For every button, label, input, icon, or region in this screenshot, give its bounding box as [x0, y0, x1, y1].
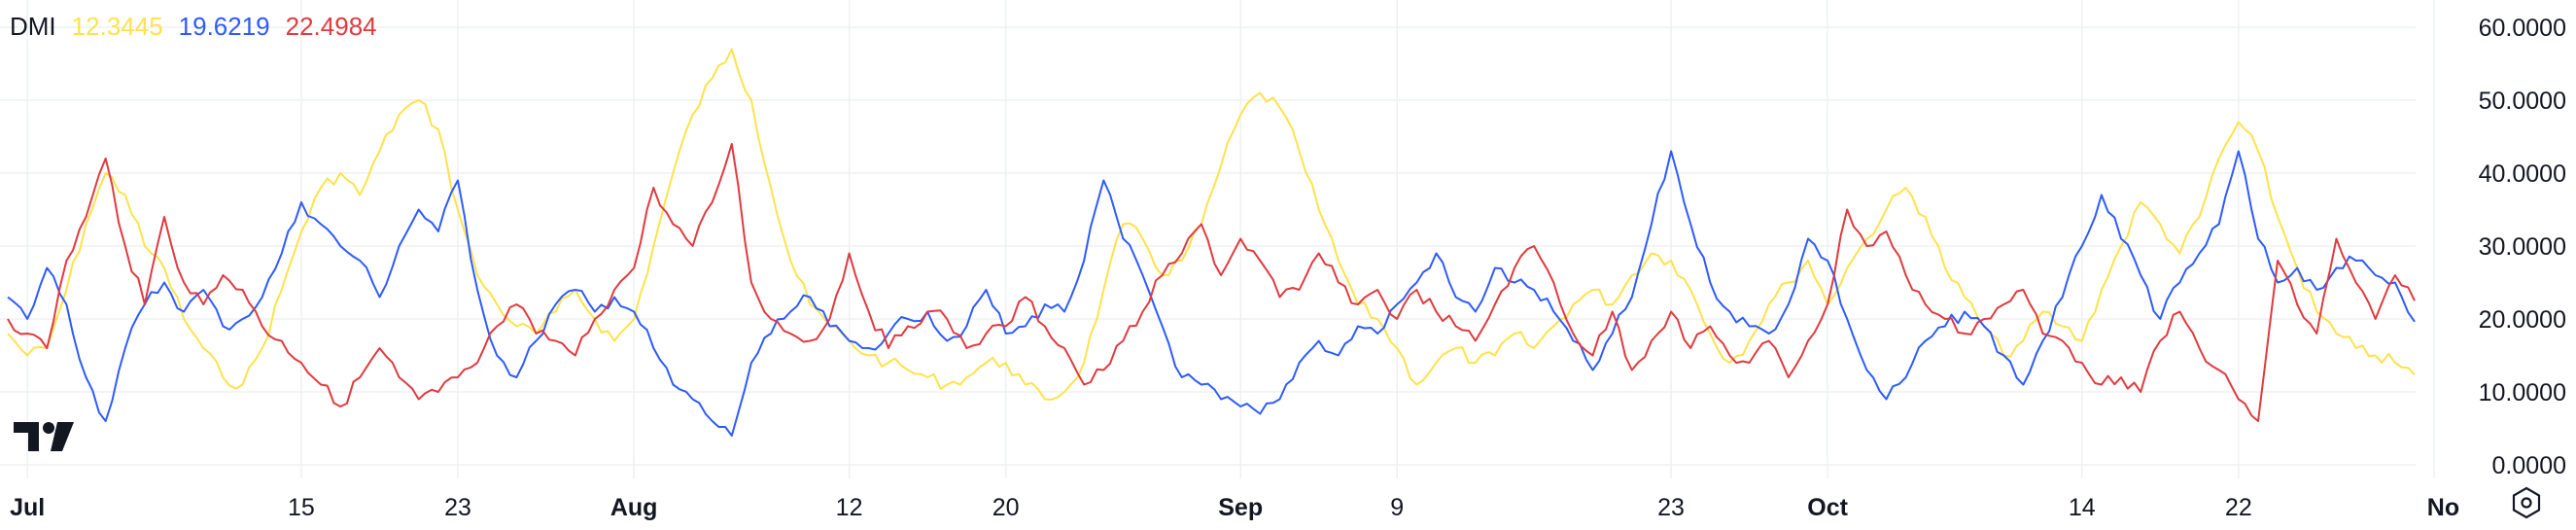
y-tick-label: 50.0000 — [2479, 88, 2566, 115]
x-tick-label: 22 — [2225, 494, 2252, 521]
series-line-red — [7, 143, 2416, 422]
price-axis[interactable]: 0.0000 10.0000 20.0000 30.0000 40.0000 50.000… — [2479, 15, 2566, 479]
time-axis[interactable]: Jul 15 23 Aug 12 20 Sep 9 23 Oct 14 22 No — [10, 494, 2459, 521]
x-tick-label: 23 — [1657, 494, 1685, 521]
settings-hexagon-icon[interactable] — [2510, 486, 2543, 519]
indicator-name: DMI — [10, 12, 56, 41]
x-tick-label: 23 — [444, 494, 471, 521]
x-tick-label: Aug — [610, 494, 658, 521]
y-tick-label: 20.0000 — [2479, 306, 2566, 334]
y-tick-label: 30.0000 — [2479, 233, 2566, 261]
y-tick-label: 40.0000 — [2479, 160, 2566, 188]
x-tick-label: 12 — [836, 494, 863, 521]
x-tick-label: 20 — [992, 494, 1020, 521]
indicator-legend[interactable]: DMI 12.3445 19.6219 22.4984 — [10, 12, 377, 42]
y-tick-label: 0.0000 — [2492, 452, 2566, 479]
legend-value-yellow: 12.3445 — [71, 12, 163, 41]
x-tick-label: Jul — [10, 494, 45, 521]
series-lines — [7, 48, 2416, 437]
series-line-blue — [7, 150, 2416, 437]
y-tick-label: 10.0000 — [2479, 379, 2566, 406]
x-tick-label: Sep — [1218, 494, 1263, 521]
legend-value-blue: 19.6219 — [178, 12, 270, 41]
x-tick-label: Oct — [1807, 494, 1848, 521]
x-tick-label: 14 — [2069, 494, 2096, 521]
grid — [0, 0, 2435, 478]
legend-value-red: 22.4984 — [285, 12, 377, 41]
x-tick-label: No — [2427, 494, 2459, 521]
tradingview-logo-icon[interactable] — [14, 418, 76, 453]
y-tick-label: 60.0000 — [2479, 15, 2566, 42]
series-line-yellow — [7, 48, 2416, 401]
x-tick-label: 9 — [1390, 494, 1404, 521]
x-tick-label: 15 — [288, 494, 315, 521]
